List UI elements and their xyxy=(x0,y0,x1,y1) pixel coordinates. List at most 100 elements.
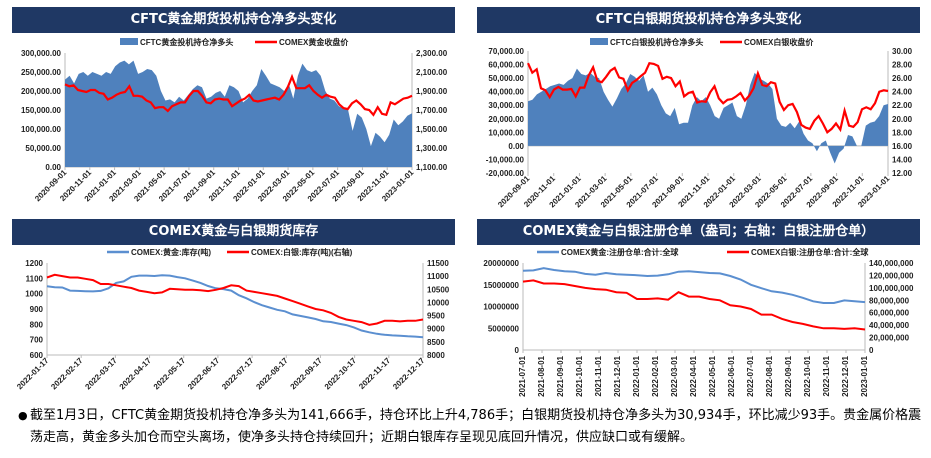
y-tick-label: 150,000.00 xyxy=(21,106,62,115)
y-tick-label: 100,000.00 xyxy=(21,125,62,134)
y-tick-label: 60,000.00 xyxy=(488,61,524,70)
y2-tick-label: 28.00 xyxy=(892,61,913,70)
series-line xyxy=(522,279,866,331)
x-tick-label: 2022-10-01 xyxy=(803,355,812,396)
series-line xyxy=(46,274,424,339)
y2-tick-label: 140,000,000 xyxy=(869,259,914,268)
y2-tick-label: 9500 xyxy=(427,312,445,321)
y-tick-label: 5000000 xyxy=(488,324,520,333)
y2-tick-label: 1,100.00 xyxy=(416,163,448,172)
y2-tick-label: 12.00 xyxy=(892,169,913,178)
y-tick-label: 10,000.00 xyxy=(488,128,524,137)
y-tick-label: 70,000.00 xyxy=(488,47,524,56)
x-tick-label: 2022-03-17 xyxy=(83,356,119,392)
series-area xyxy=(528,68,888,164)
y-tick-label: 40,000.00 xyxy=(488,88,524,97)
y2-tick-label: 18.00 xyxy=(892,128,913,137)
y2-tick-label: 26.00 xyxy=(892,74,913,83)
x-tick-label: 2022-12-17 xyxy=(391,356,427,392)
chart2-title: CFTC白银期货投机持仓净多头变化 xyxy=(477,7,920,33)
y2-tick-label: 8500 xyxy=(427,338,445,347)
series-line xyxy=(526,61,889,135)
series-area xyxy=(65,60,412,167)
x-tick-label: 2022-11-01 xyxy=(822,355,831,396)
chart-comex-inventory: 600 700 800 900 1000 1100 1200 8000 8500 9000 9500… xyxy=(15,247,450,392)
y-tick-label: 1000 xyxy=(25,290,43,299)
y-tick-label: 700 xyxy=(30,336,44,345)
y2-tick-label: 2,300.00 xyxy=(416,49,448,58)
legend-swatch xyxy=(120,38,138,45)
y-tick-label: 10000000 xyxy=(483,303,519,312)
y-tick-label: -10,000.00 xyxy=(486,155,525,164)
y2-tick-label: 1,300.00 xyxy=(416,144,448,153)
y2-tick-label: 2,100.00 xyxy=(416,68,448,77)
y2-tick-label: 100,000,000 xyxy=(869,284,914,293)
chart3-title: COMEX黄金与白银期货库存 xyxy=(12,219,455,245)
x-tick-label: 2021-08-01 xyxy=(537,355,546,396)
legend-label: COMEX白银收盘价 xyxy=(744,37,814,47)
y-tick-label: 50,000.00 xyxy=(25,144,61,153)
x-tick-label: 2022-09-17 xyxy=(289,356,325,392)
x-tick-label: 2021-12-01 xyxy=(613,355,622,396)
y-tick-label: 800 xyxy=(30,320,44,329)
legend-label: CFTC白银投机持仓净多头 xyxy=(610,37,703,47)
chart4-title: COMEX黄金与白银注册仓单（盎司；右轴：白银注册仓单） xyxy=(477,219,920,245)
x-tick-label: 2022-04-01 xyxy=(689,355,698,396)
y2-tick-label: 10500 xyxy=(427,285,450,294)
y2-tick-label: 9000 xyxy=(427,325,445,334)
legend-label: COMEX:黄金:库存(吨) xyxy=(131,247,211,257)
y-tick-label: 600 xyxy=(30,351,44,360)
chart-silver-net-long: -20,000.00 -10,000.00 0.00 10,000.00 20,000.… xyxy=(486,37,913,209)
chart-registered-warrants: 0 5000000 10000000 15000000 20000000 0 20,000,… xyxy=(483,247,914,397)
y2-tick-label: 60,000,000 xyxy=(869,309,910,318)
y-tick-label: -20,000.00 xyxy=(486,169,525,178)
x-tick-label: 2022-09-01 xyxy=(784,355,793,396)
y-tick-label: 15000000 xyxy=(483,281,519,290)
y2-tick-label: 20.00 xyxy=(892,115,913,124)
y2-tick-label: 20,000,000 xyxy=(869,334,910,343)
x-tick-label: 2022-07-17 xyxy=(220,356,256,392)
x-tick-label: 2022-01-01 xyxy=(632,355,641,396)
y-tick-label: 0.00 xyxy=(508,142,524,151)
y2-tick-label: 0 xyxy=(869,346,874,355)
bullet-icon: ● xyxy=(18,409,28,422)
y-tick-label: 900 xyxy=(30,305,44,314)
x-tick-label: 2022-05-01 xyxy=(708,355,717,396)
x-tick-label: 2021-10-01 xyxy=(575,355,584,396)
y2-tick-label: 16.00 xyxy=(892,142,913,151)
y2-tick-label: 22.00 xyxy=(892,101,913,110)
x-tick-label: 2022-06-17 xyxy=(186,356,222,392)
x-tick-label: 2021-11-01 xyxy=(594,355,603,396)
x-tick-label: 2022-10-17 xyxy=(323,356,359,392)
y-tick-label: 50,000.00 xyxy=(488,74,524,83)
y2-tick-label: 1,500.00 xyxy=(416,125,448,134)
x-tick-label: 2022-05-17 xyxy=(152,356,188,392)
y2-tick-label: 30.00 xyxy=(892,47,913,56)
chart-gold-net-long: 0.00 50,000.00 100,000.00 150,000.00 200,000… xyxy=(21,37,448,203)
x-tick-label: 2022-07-01 xyxy=(746,355,755,396)
legend-label: COMEX黄金:注册仓单:合计:全球 xyxy=(561,247,679,257)
y2-tick-label: 80,000,000 xyxy=(869,296,910,305)
y-tick-label: 20,000.00 xyxy=(488,115,524,124)
summary-note: ● 截至1月3日，CFTC黄金期货投机持仓净多头为141,666手，持仓环比上升… xyxy=(10,405,922,449)
y-tick-label: 1200 xyxy=(25,259,43,268)
legend-label: COMEX白银:注册仓单:合计:全球 xyxy=(751,247,869,257)
x-tick-label: 2022-12-01 xyxy=(841,355,850,396)
x-tick-label: 2021-07-01 xyxy=(518,355,527,396)
legend-label: COMEX:白银:库存(吨)(右轴) xyxy=(251,247,353,257)
y2-tick-label: 14.00 xyxy=(892,155,913,164)
legend-swatch xyxy=(590,38,608,45)
series-line xyxy=(64,73,413,117)
y2-tick-label: 24.00 xyxy=(892,88,913,97)
x-tick-label: 2022-08-17 xyxy=(254,356,290,392)
y2-tick-label: 10000 xyxy=(427,298,450,307)
y2-tick-label: 1,900.00 xyxy=(416,87,448,96)
y2-tick-label: 8000 xyxy=(427,351,445,360)
x-tick-label: 2022-06-01 xyxy=(727,355,736,396)
y-tick-label: 0 xyxy=(515,346,520,355)
x-tick-label: 2022-08-01 xyxy=(765,355,774,396)
y2-tick-label: 120,000,000 xyxy=(869,271,914,280)
y2-tick-label: 40,000,000 xyxy=(869,321,910,330)
legend-label: CFTC黄金投机持仓净多头 xyxy=(140,37,233,47)
x-tick-label: 2022-04-17 xyxy=(118,356,154,392)
